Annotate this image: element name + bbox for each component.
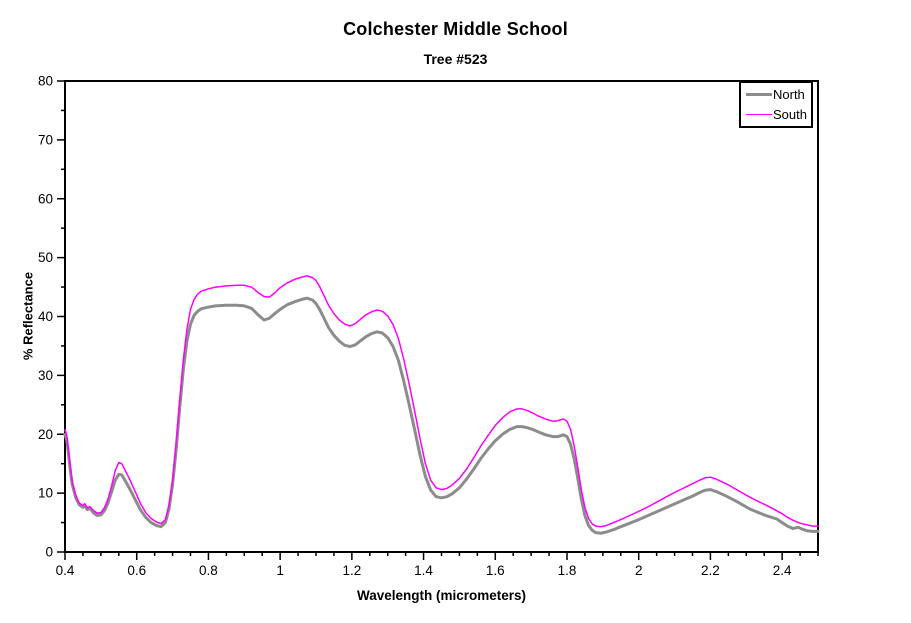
- y-tick-label: 0: [45, 545, 53, 560]
- x-tick-label: 2.2: [701, 563, 720, 578]
- north-line-swatch: [746, 92, 772, 96]
- legend: North South: [739, 81, 813, 128]
- x-tick-label: 1.2: [342, 563, 361, 578]
- x-tick-label: 0.8: [199, 563, 218, 578]
- y-axis-title: % Reflectance: [20, 271, 36, 361]
- legend-label-north: North: [773, 86, 805, 102]
- y-tick-label: 40: [38, 309, 53, 324]
- series-line-north: [63, 296, 820, 535]
- south-line-swatch: [746, 113, 772, 115]
- x-tick-label: 1: [276, 563, 284, 578]
- x-tick-label: 2: [635, 563, 643, 578]
- x-axis-title: Wavelength (micrometers): [356, 588, 527, 603]
- chart-subtitle: Tree #523: [423, 51, 488, 67]
- y-tick-label: 80: [38, 74, 53, 89]
- x-tick-label: 1.8: [558, 563, 577, 578]
- y-tick-label: 30: [38, 368, 53, 383]
- legend-item-south: South: [746, 104, 811, 124]
- legend-label-south: South: [773, 106, 807, 122]
- x-tick-label: 2.4: [773, 563, 792, 578]
- x-tick-label: 0.6: [127, 563, 146, 578]
- legend-item-north: North: [746, 84, 811, 104]
- y-tick-label: 10: [38, 486, 53, 501]
- y-tick-label: 50: [38, 250, 53, 265]
- y-tick-label: 60: [38, 191, 53, 206]
- x-tick-label: 1.4: [414, 563, 433, 578]
- chart-title: Colchester Middle School: [343, 19, 568, 39]
- series-line-south: [64, 275, 819, 528]
- x-tick-label: 1.6: [486, 563, 505, 578]
- plot-border: [64, 80, 819, 553]
- y-tick-label: 20: [38, 427, 53, 442]
- y-tick-label: 70: [38, 132, 53, 147]
- x-tick-label: 0.4: [56, 563, 75, 578]
